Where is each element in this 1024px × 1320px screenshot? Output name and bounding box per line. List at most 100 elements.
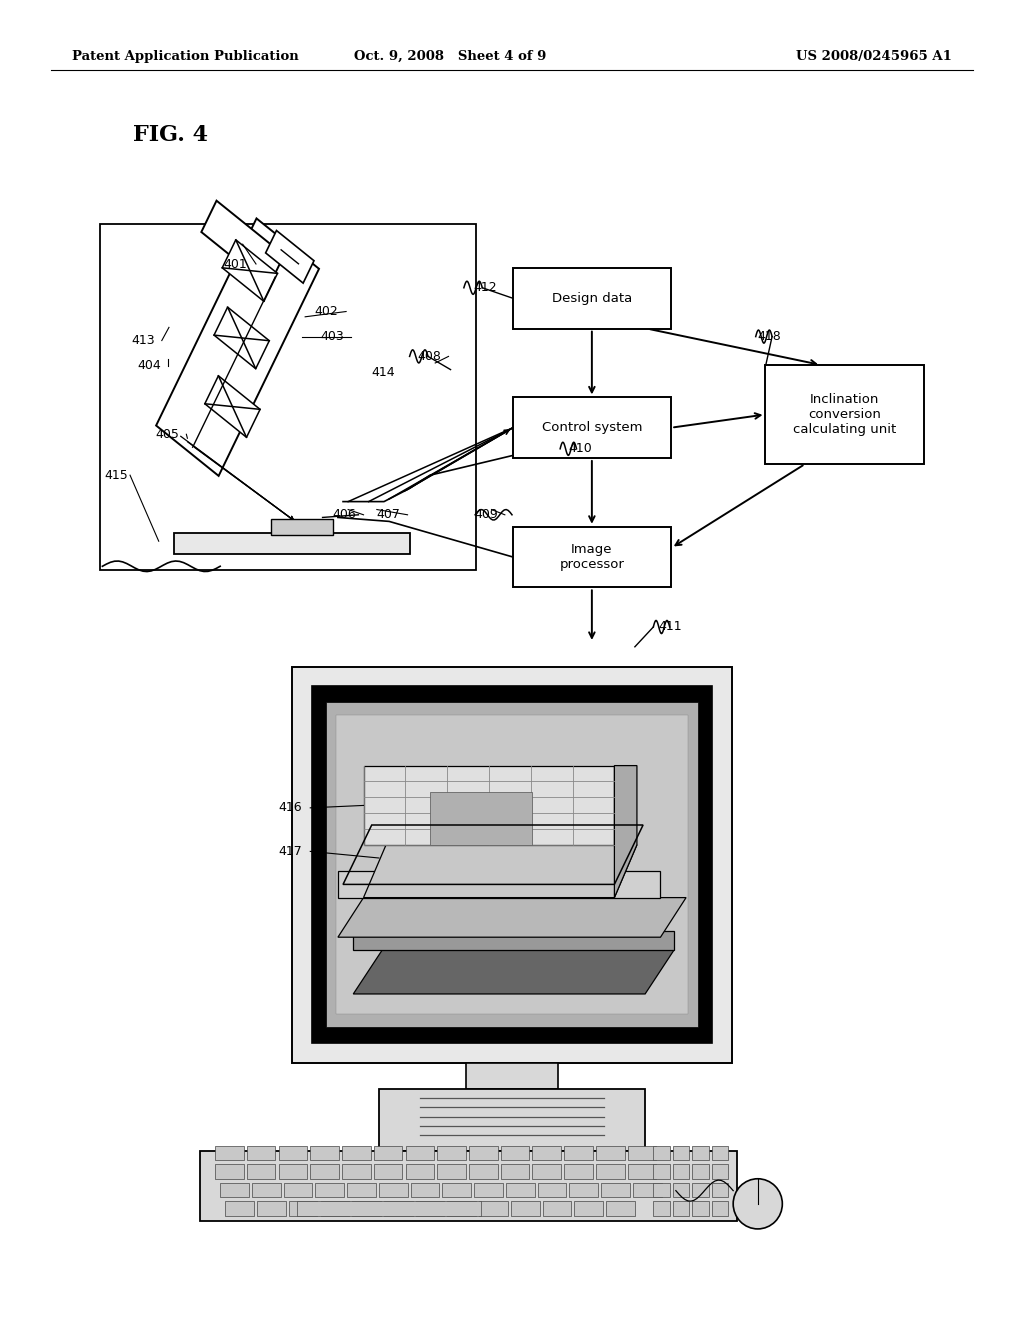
Text: Inclination
conversion
calculating unit: Inclination conversion calculating unit <box>794 393 896 436</box>
Bar <box>279 1164 307 1179</box>
Polygon shape <box>265 231 314 282</box>
Bar <box>315 1183 344 1197</box>
Bar <box>712 1201 728 1216</box>
Bar <box>653 1201 670 1216</box>
Bar <box>673 1183 689 1197</box>
Bar <box>512 268 672 329</box>
Bar <box>379 1183 408 1197</box>
Bar <box>374 1146 402 1160</box>
Text: 413: 413 <box>131 334 155 347</box>
Bar <box>342 1146 371 1160</box>
Bar <box>532 1146 561 1160</box>
Bar <box>673 1164 689 1179</box>
Bar <box>653 1164 670 1179</box>
Bar <box>284 1183 312 1197</box>
Bar <box>336 715 688 1014</box>
Bar <box>247 1164 275 1179</box>
Text: 401: 401 <box>223 257 247 271</box>
Bar <box>628 1146 656 1160</box>
Bar <box>673 1146 689 1160</box>
Bar <box>292 667 732 1063</box>
Bar <box>310 1164 339 1179</box>
Text: 408: 408 <box>418 350 441 363</box>
Text: Design data: Design data <box>552 292 632 305</box>
Bar <box>633 1183 662 1197</box>
Polygon shape <box>338 871 660 898</box>
Bar <box>501 1146 529 1160</box>
Text: 410: 410 <box>568 442 592 455</box>
Polygon shape <box>614 766 637 898</box>
Ellipse shape <box>733 1179 782 1229</box>
Bar <box>312 686 712 1043</box>
Text: Patent Application Publication: Patent Application Publication <box>72 50 298 63</box>
Bar <box>406 1146 434 1160</box>
Bar <box>447 1201 476 1216</box>
Polygon shape <box>156 218 319 477</box>
Bar <box>247 1146 275 1160</box>
Bar <box>215 1146 244 1160</box>
Bar <box>220 1183 249 1197</box>
Bar <box>474 1183 503 1197</box>
Text: 414: 414 <box>372 366 395 379</box>
Polygon shape <box>205 376 260 437</box>
Bar <box>596 1146 625 1160</box>
Bar <box>442 1183 471 1197</box>
Bar <box>712 1146 728 1160</box>
Polygon shape <box>364 766 614 845</box>
Text: Image
processor: Image processor <box>559 543 625 572</box>
Bar <box>384 1201 413 1216</box>
Text: 412: 412 <box>473 281 497 294</box>
Bar <box>437 1146 466 1160</box>
Bar <box>342 1164 371 1179</box>
Bar <box>596 1164 625 1179</box>
Text: 407: 407 <box>377 508 400 521</box>
Bar <box>712 1183 728 1197</box>
Bar <box>252 1183 281 1197</box>
Bar <box>606 1201 635 1216</box>
Polygon shape <box>338 898 686 937</box>
Bar <box>538 1183 566 1197</box>
Bar <box>692 1164 709 1179</box>
Text: Control system: Control system <box>542 421 642 434</box>
Bar <box>200 1151 737 1221</box>
Polygon shape <box>430 792 532 845</box>
Bar <box>543 1201 571 1216</box>
Bar <box>416 1201 444 1216</box>
Bar <box>712 1164 728 1179</box>
Bar <box>512 527 672 587</box>
Text: FIG. 4: FIG. 4 <box>133 124 208 145</box>
Bar <box>374 1164 402 1179</box>
Bar <box>100 224 476 570</box>
Text: 404: 404 <box>137 359 161 372</box>
Bar <box>512 397 672 458</box>
Text: US 2008/0245965 A1: US 2008/0245965 A1 <box>797 50 952 63</box>
Bar <box>466 1063 558 1089</box>
Text: 403: 403 <box>321 330 344 343</box>
Bar <box>479 1201 508 1216</box>
Text: 411: 411 <box>658 620 682 634</box>
Bar <box>215 1164 244 1179</box>
Text: 417: 417 <box>279 845 302 858</box>
Bar <box>673 1201 689 1216</box>
Bar <box>532 1164 561 1179</box>
Polygon shape <box>353 950 674 994</box>
Bar <box>692 1183 709 1197</box>
Bar <box>321 1201 349 1216</box>
Bar <box>564 1164 593 1179</box>
Text: 409: 409 <box>474 508 498 521</box>
Bar <box>501 1164 529 1179</box>
Bar <box>326 702 698 1027</box>
Text: 406: 406 <box>333 508 356 521</box>
Bar <box>653 1183 670 1197</box>
Bar <box>225 1201 254 1216</box>
Text: Oct. 9, 2008   Sheet 4 of 9: Oct. 9, 2008 Sheet 4 of 9 <box>354 50 547 63</box>
Bar <box>692 1201 709 1216</box>
Bar <box>271 519 333 535</box>
Bar <box>692 1146 709 1160</box>
Bar <box>469 1146 498 1160</box>
Polygon shape <box>222 240 278 301</box>
Bar <box>765 364 924 463</box>
Bar <box>511 1201 540 1216</box>
Polygon shape <box>353 931 674 950</box>
Bar <box>569 1183 598 1197</box>
